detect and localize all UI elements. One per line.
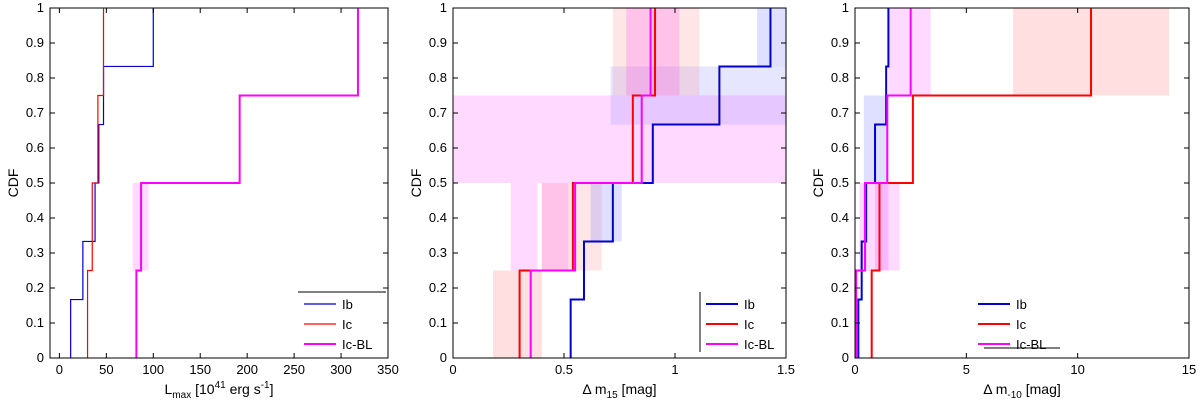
y-tick-label: 0.2 [831,280,849,295]
cdf-lines [855,8,1093,358]
uncertainty-band [541,183,602,271]
x-tick-label: 350 [377,362,399,377]
y-tick-label: 0 [440,350,447,365]
y-tick-label: 0.6 [26,140,44,155]
uncertainty-band [612,8,700,96]
y-tick-label: 0 [37,350,44,365]
uncertainty-band [888,8,931,96]
uncertainty-band [492,270,542,358]
y-tick-label: 0.9 [429,35,447,50]
cdf-line-ic-bl [529,8,652,358]
legend: Ib Ic Ic-BL [298,291,386,352]
y-tick-label: 0.8 [26,70,44,85]
cdf-line-ic-bl [135,8,359,358]
y-axis-label: CDF [5,169,21,198]
uncertainty-band [757,8,786,67]
y-tick-label: 0.4 [26,210,44,225]
cdf-panel-3: 0 5 10 15 0 0.1 0.2 0.3 0.4 0.5 0.6 0.7 0.8 0.9 1 CDF Δ … [810,0,1196,401]
uncertainty-bands [859,8,1169,271]
y-tick-label: 0.2 [429,280,447,295]
legend-label-ib: Ib [342,297,353,312]
legend-label-ic-bl: Ic-BL [744,337,774,352]
x-axis-label: Δ m15 [mag] [582,381,656,401]
cdf-lines [70,8,359,358]
y-tick-label: 0.3 [831,245,849,260]
uncertainty-band [510,183,538,271]
legend-label-ic-bl: Ic-BL [1016,337,1046,352]
x-axis-label: Lmax [1041 erg s-1] [165,380,274,401]
y-tick-label: 0.1 [831,315,849,330]
legend-label-ic: Ic [342,317,353,332]
y-tick-label: 0.3 [26,245,44,260]
x-tick-label: 200 [236,362,258,377]
x-tick-label: 100 [142,362,164,377]
uncertainty-band [863,95,889,183]
y-tick-label: 0.6 [429,140,447,155]
cdf-panel-2: 0 0.5 1 1.5 0 0.1 0.2 0.3 0.4 0.5 0.6 0.7 0.8 0.9 1 CDF… [408,0,795,401]
x-tick-label: 300 [330,362,352,377]
legend: Ib Ic Ic-BL [978,297,1060,352]
x-tick-label: 0 [449,362,456,377]
x-tick-label: 1.5 [777,362,795,377]
y-tick-label: 0.4 [429,210,447,225]
y-tick-label: 0.7 [26,105,44,120]
legend-label-ib: Ib [1016,297,1027,312]
y-tick-label: 0.7 [429,105,447,120]
uncertainty-band [626,8,680,96]
y-tick-label: 0.2 [26,280,44,295]
y-axis-label: CDF [408,169,424,198]
cdf-lines [518,8,772,358]
legend-label-ib: Ib [744,297,755,312]
y-tick-label: 1 [842,0,849,15]
y-tick-label: 0.9 [831,35,849,50]
y-tick-label: 0.8 [831,70,849,85]
legend-label-ic: Ic [1016,317,1027,332]
cdf-line-ic [86,8,105,358]
y-tick-label: 0.8 [429,70,447,85]
y-tick-label: 0.9 [26,35,44,50]
y-tick-label: 0.1 [26,315,44,330]
x-axis-label: Δ m-10 [mag] [983,381,1061,401]
y-tick-label: 0 [842,350,849,365]
x-tick-label: 0.5 [555,362,573,377]
uncertainty-band [541,183,569,271]
x-tick-label: 1 [671,362,678,377]
uncertainty-band [453,95,786,183]
y-tick-label: 0.5 [429,175,447,190]
x-tick-label: 0 [851,362,858,377]
x-tick-label: 250 [283,362,305,377]
x-tick-label: 0 [56,362,63,377]
y-tick-label: 0.1 [429,315,447,330]
legend-label-ic: Ic [744,317,755,332]
y-tick-label: 1 [37,0,44,15]
x-tick-label: 15 [1182,362,1196,377]
y-tick-label: 0.7 [831,105,849,120]
y-tick-label: 0.5 [831,175,849,190]
x-tick-label: 50 [99,362,113,377]
uncertainty-bands [453,8,786,358]
legend: Ib Ic Ic-BL [699,292,774,352]
y-tick-label: 0.6 [831,140,849,155]
cdf-panel-1: 0 50 100 150 200 250 300 350 0 0.1 0.2 0.3 0.4 0.5 0.6… [5,0,399,401]
cdf-line-ic [870,8,1093,358]
legend-label-ic-bl: Ic-BL [342,337,372,352]
cdf-line-ic-bl [855,8,912,358]
uncertainty-band [590,183,622,242]
x-tick-label: 10 [1070,362,1084,377]
x-tick-label: 5 [963,362,970,377]
x-tick-label: 150 [189,362,211,377]
y-tick-label: 0.4 [831,210,849,225]
y-tick-label: 1 [440,0,447,15]
y-axis-label: CDF [810,169,826,198]
y-tick-label: 0.5 [26,175,44,190]
y-tick-label: 0.3 [429,245,447,260]
